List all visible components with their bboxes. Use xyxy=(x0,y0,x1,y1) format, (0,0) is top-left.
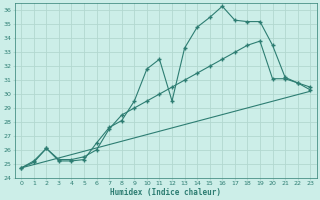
X-axis label: Humidex (Indice chaleur): Humidex (Indice chaleur) xyxy=(110,188,221,197)
